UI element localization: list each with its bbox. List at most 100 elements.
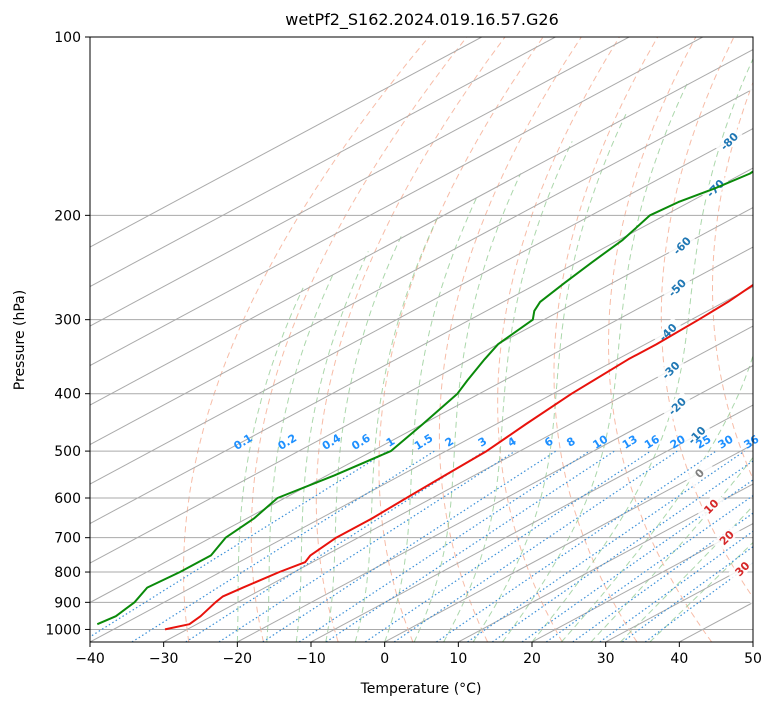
isotherm-label-bg bbox=[714, 126, 744, 156]
dewpoint-profile bbox=[96, 170, 753, 626]
moist-adiabat bbox=[561, 354, 753, 642]
isotherm-label-bg bbox=[684, 458, 714, 488]
moist-adiabat bbox=[620, 505, 753, 642]
dry-adiabat bbox=[660, 37, 753, 599]
isotherm-label-bg bbox=[711, 522, 741, 552]
isotherm-line bbox=[90, 88, 753, 446]
moist-adiabat bbox=[325, 233, 403, 642]
dry-adiabat bbox=[315, 37, 506, 642]
isotherm-label-bg bbox=[747, 69, 753, 99]
mixing-ratio-line bbox=[572, 512, 753, 642]
mixing-ratio-label: 30 bbox=[716, 432, 736, 451]
x-tick-label: 30 bbox=[597, 651, 615, 667]
moist-adiabat bbox=[649, 541, 753, 642]
isotherm-line bbox=[752, 641, 753, 642]
plot-frame bbox=[89, 36, 754, 643]
isotherm-line bbox=[237, 364, 753, 642]
isotherm-line bbox=[90, 206, 753, 564]
y-axis-label: Pressure (hPa) bbox=[12, 290, 28, 390]
mixing-ratio-labels: 0.1 0.2 0.4 0.6 1 1.5 2 3 4 6 8 10 13 16 20 25 30 36 bbox=[231, 431, 761, 453]
mixing-ratio-label: 10 bbox=[591, 432, 611, 451]
mixing-ratio-line bbox=[131, 450, 435, 642]
mixing-ratio-line bbox=[298, 450, 590, 642]
isotherm-line bbox=[605, 562, 753, 642]
x-axis-ticks: −40 −30 −20 −10 0 10 20 30 40 50 bbox=[75, 642, 762, 667]
moist-adiabat bbox=[413, 173, 522, 642]
isotherm-label-bg bbox=[762, 22, 775, 51]
moist-adiabat bbox=[384, 195, 479, 642]
y-tick-label: 1000 bbox=[45, 622, 81, 638]
x-axis-label: Temperature (°C) bbox=[360, 681, 482, 697]
x-tick-label: −10 bbox=[296, 651, 326, 667]
dry-adiabat bbox=[438, 37, 582, 642]
mixing-ratio-line bbox=[436, 450, 717, 642]
dry-adiabat bbox=[553, 37, 659, 642]
mixing-ratio-label: 3 bbox=[476, 435, 489, 450]
moist-adiabat bbox=[354, 215, 439, 642]
moist-adiabat bbox=[531, 57, 753, 642]
dry-adiabat bbox=[250, 37, 468, 642]
temperature-profile bbox=[164, 283, 753, 631]
x-tick-label: −20 bbox=[223, 651, 253, 667]
isotherm-label-bg bbox=[662, 391, 692, 421]
pressure-gridlines bbox=[90, 37, 753, 630]
dry-adiabat bbox=[762, 37, 775, 642]
x-tick-label: 0 bbox=[380, 651, 389, 667]
x-tick-label: 20 bbox=[523, 651, 541, 667]
mixing-ratio-line bbox=[622, 545, 753, 642]
chart-title: wetPf2_S162.2024.019.16.57.G26 bbox=[285, 10, 559, 30]
x-tick-label: 40 bbox=[670, 651, 688, 667]
mixing-ratio-line bbox=[218, 450, 516, 642]
mixing-ratio-line bbox=[545, 494, 753, 642]
y-tick-label: 300 bbox=[54, 313, 81, 329]
y-tick-label: 100 bbox=[54, 30, 81, 46]
mixing-ratio-label: 16 bbox=[642, 432, 662, 451]
mixing-ratio-label: 1.5 bbox=[412, 431, 435, 452]
isotherm-label-bg bbox=[681, 420, 711, 450]
y-tick-label: 900 bbox=[54, 595, 81, 611]
y-tick-label: 600 bbox=[54, 491, 81, 507]
y-tick-label: 500 bbox=[54, 444, 81, 460]
y-tick-label: 800 bbox=[54, 565, 81, 581]
isotherm-line bbox=[90, 48, 753, 406]
isotherm-label-bg bbox=[662, 272, 692, 302]
mixing-ratio-line bbox=[185, 450, 485, 642]
moist-adiabat bbox=[266, 272, 335, 642]
mixing-ratio-label: 0.2 bbox=[276, 431, 299, 452]
isotherms bbox=[90, 37, 753, 642]
y-tick-label: 200 bbox=[54, 208, 81, 224]
mixing-ratio-line bbox=[467, 450, 745, 642]
isotherm-label-bg bbox=[727, 553, 753, 583]
isotherm-line bbox=[163, 325, 753, 642]
isotherm-line bbox=[90, 37, 703, 367]
isotherm-label-bg bbox=[652, 317, 682, 347]
y-tick-label: 400 bbox=[54, 387, 81, 403]
isotherm-label: 40 bbox=[754, 587, 774, 607]
mixing-ratio-line bbox=[90, 450, 388, 638]
moist-adiabat bbox=[590, 456, 753, 642]
isotherm-line bbox=[90, 285, 753, 642]
mixing-ratio-label: 0.6 bbox=[349, 431, 373, 453]
mixing-ratio-label: 8 bbox=[564, 435, 577, 450]
profile-series bbox=[96, 170, 753, 631]
x-tick-label: 10 bbox=[449, 651, 467, 667]
y-tick-label: 700 bbox=[54, 531, 81, 547]
isotherm-line bbox=[310, 404, 753, 642]
isotherm-line bbox=[90, 246, 753, 604]
isotherm-line bbox=[90, 37, 630, 327]
mixing-ratio-line bbox=[364, 450, 651, 642]
isotherm-label: -90 bbox=[751, 72, 774, 95]
isotherm-line bbox=[384, 443, 753, 642]
mixing-ratio-line bbox=[599, 530, 753, 642]
moist-adiabat bbox=[236, 287, 304, 642]
moist-adiabat bbox=[502, 83, 688, 642]
isotherm-label-bg bbox=[655, 355, 685, 385]
dry-adiabat bbox=[183, 37, 430, 642]
isotherm-label: -100 bbox=[762, 23, 775, 52]
isotherm-label-bg bbox=[667, 230, 697, 260]
mixing-ratio-label: 0.1 bbox=[231, 431, 254, 452]
y-axis-ticks: 100 200 300 400 500 600 700 800 900 1000 bbox=[45, 30, 90, 638]
dry-adiabat bbox=[497, 37, 620, 642]
